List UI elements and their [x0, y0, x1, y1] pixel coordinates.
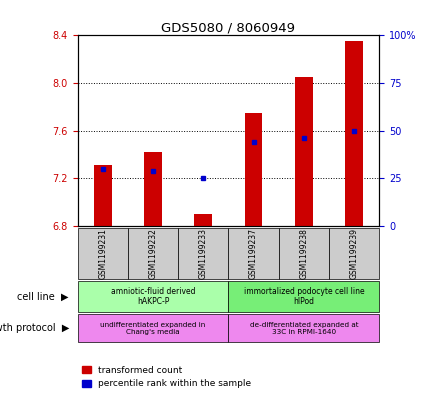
Text: de-differentiated expanded at
33C in RPMI-1640: de-differentiated expanded at 33C in RPM…	[249, 321, 357, 335]
Text: undifferentiated expanded in
Chang's media: undifferentiated expanded in Chang's med…	[100, 321, 205, 335]
Text: cell line  ▶: cell line ▶	[18, 292, 69, 302]
Bar	[228, 281, 378, 312]
Text: GSM1199238: GSM1199238	[299, 228, 307, 279]
Bar	[328, 228, 378, 279]
Bar	[144, 152, 161, 226]
Title: GDS5080 / 8060949: GDS5080 / 8060949	[161, 21, 295, 34]
Bar	[344, 41, 362, 226]
Bar	[194, 214, 212, 226]
Bar	[77, 228, 128, 279]
Text: GSM1199233: GSM1199233	[198, 228, 207, 279]
Bar	[278, 228, 328, 279]
Text: GSM1199231: GSM1199231	[98, 228, 107, 279]
Text: GSM1199237: GSM1199237	[249, 228, 258, 279]
Bar	[228, 314, 378, 342]
Bar	[77, 314, 228, 342]
Legend: transformed count, percentile rank within the sample: transformed count, percentile rank withi…	[82, 366, 251, 389]
Bar	[178, 228, 228, 279]
Text: GSM1199239: GSM1199239	[349, 228, 358, 279]
Text: GSM1199232: GSM1199232	[148, 228, 157, 279]
Bar	[77, 281, 228, 312]
Bar	[94, 165, 111, 226]
Text: amniotic-fluid derived
hAKPC-P: amniotic-fluid derived hAKPC-P	[111, 287, 195, 307]
Text: immortalized podocyte cell line
hIPod: immortalized podocyte cell line hIPod	[243, 287, 363, 307]
Bar	[228, 228, 278, 279]
Bar	[128, 228, 178, 279]
Text: growth protocol  ▶: growth protocol ▶	[0, 323, 69, 333]
Bar	[244, 113, 262, 226]
Bar	[295, 77, 312, 226]
